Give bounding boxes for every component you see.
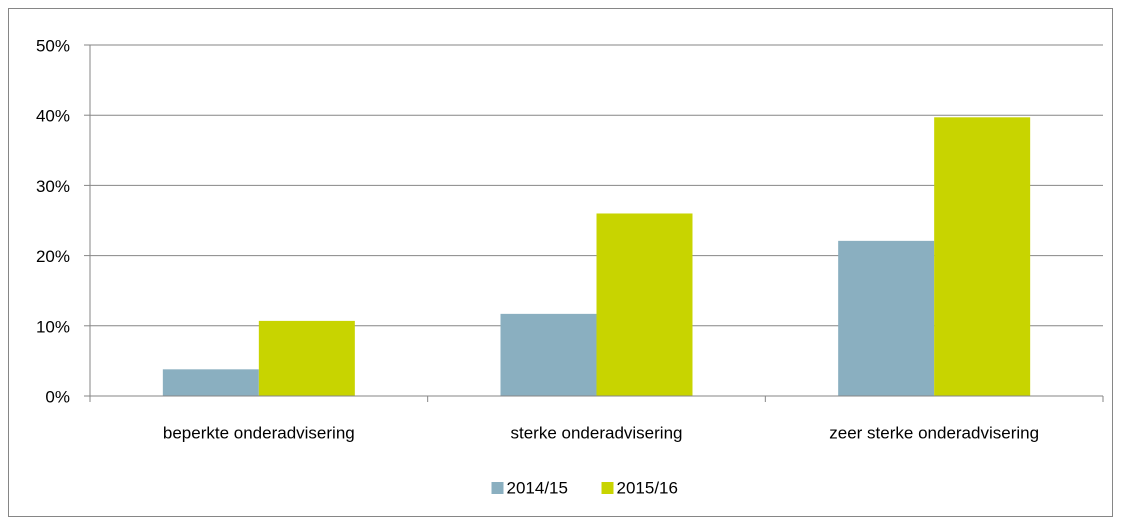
- bar: [934, 117, 1031, 396]
- legend-label: 2015/16: [617, 478, 678, 497]
- legend-label: 2014/15: [507, 478, 568, 497]
- x-tick-label: sterke onderadvisering: [511, 423, 683, 442]
- bar: [838, 240, 935, 396]
- y-tick-label: 40%: [36, 107, 70, 126]
- legend-swatch: [491, 482, 504, 494]
- bar: [258, 320, 355, 396]
- bar: [162, 369, 259, 396]
- y-tick-label: 30%: [36, 177, 70, 196]
- y-tick-label: 10%: [36, 317, 70, 336]
- x-tick-label: beperkte onderadvisering: [163, 423, 355, 442]
- y-tick-label: 50%: [36, 36, 70, 55]
- legend-swatch: [601, 482, 614, 494]
- bar: [500, 313, 597, 396]
- bar: [596, 213, 693, 396]
- x-tick-label: zeer sterke onderadvisering: [829, 423, 1039, 442]
- y-tick-label: 0%: [45, 387, 70, 406]
- y-tick-label: 20%: [36, 247, 70, 266]
